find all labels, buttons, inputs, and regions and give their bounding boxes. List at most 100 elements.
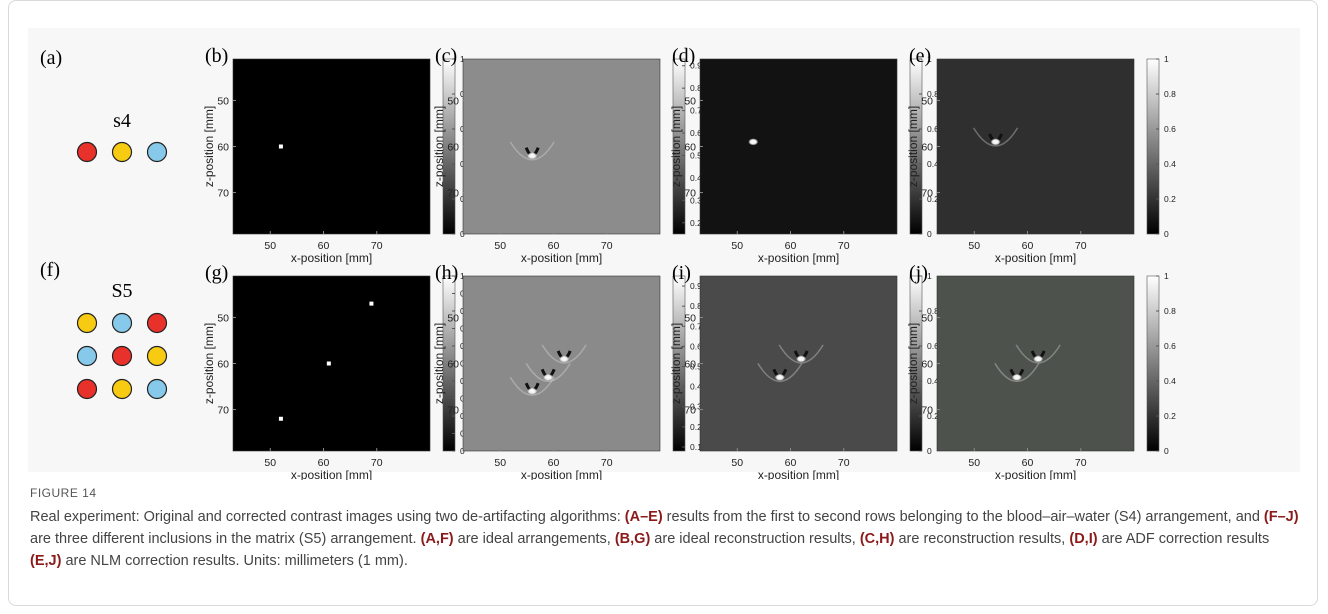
y-axis-label: z-position [mm] <box>906 323 920 404</box>
y-tick-label: 50 <box>684 95 696 107</box>
y-axis-label: z-position [mm] <box>669 106 683 187</box>
x-axis-label: x-position [mm] <box>758 251 839 265</box>
spot <box>559 355 569 362</box>
caption-text: (A,F) <box>421 531 454 547</box>
panel-label: (e) <box>909 45 931 67</box>
x-axis-label: x-position [mm] <box>291 251 372 265</box>
y-tick-label: 50 <box>921 95 933 107</box>
figure-image: (a)s4(f)S5(b)506070506070x-position [mm]… <box>0 0 1328 480</box>
x-tick-label: 70 <box>601 240 613 252</box>
x-tick-label: 50 <box>968 457 980 469</box>
spot <box>527 388 537 395</box>
y-tick-label: 60 <box>684 142 696 154</box>
spot <box>279 417 283 421</box>
panel-label: (j) <box>909 262 928 284</box>
caption-text: (E,J) <box>30 553 61 569</box>
arrangement-title: S5 <box>111 280 132 302</box>
panel-label: (h) <box>435 262 458 284</box>
spot <box>327 362 331 366</box>
panel-label: (c) <box>435 45 457 67</box>
x-tick-label: 70 <box>1075 240 1087 252</box>
y-tick-label: 50 <box>217 312 229 324</box>
y-axis-label: z-position [mm] <box>202 106 216 187</box>
spot <box>279 145 283 149</box>
colorbar-tick-label: 0.6 <box>1164 124 1176 134</box>
x-tick-label: 50 <box>264 457 276 469</box>
spot <box>1012 374 1022 381</box>
colorbar <box>1147 276 1159 451</box>
caption-text: (A–E) <box>625 509 663 525</box>
colorbar-tick-label: 0.4 <box>1164 159 1176 169</box>
caption-text: (C,H) <box>860 531 895 547</box>
spot <box>369 302 373 306</box>
inclusion-circle <box>113 143 132 162</box>
x-tick-label: 50 <box>968 240 980 252</box>
panel-label: (d) <box>672 45 695 67</box>
colorbar-tick-label: 0.8 <box>1164 306 1176 316</box>
x-tick-label: 70 <box>601 457 613 469</box>
x-axis-label: x-position [mm] <box>521 251 602 265</box>
panel-label: (a) <box>40 47 62 69</box>
x-axis-label: x-position [mm] <box>995 468 1076 480</box>
inclusion-circle <box>78 314 97 333</box>
y-tick-label: 50 <box>447 312 459 324</box>
panel-label: (i) <box>672 262 691 284</box>
colorbar-tick-label: 0.6 <box>1164 341 1176 351</box>
x-axis-label: x-position [mm] <box>995 251 1076 265</box>
y-tick-label: 70 <box>447 405 459 417</box>
inclusion-circle <box>148 347 167 366</box>
caption-text: are ideal arrangements, <box>454 531 615 547</box>
x-tick-label: 50 <box>494 457 506 469</box>
x-tick-label: 70 <box>1075 457 1087 469</box>
y-tick-label: 70 <box>921 188 933 200</box>
figure-caption: Real experiment: Original and corrected … <box>30 506 1300 572</box>
arrangement-title: s4 <box>113 110 131 132</box>
y-tick-label: 60 <box>447 142 459 154</box>
y-axis-label: z-position [mm] <box>432 106 446 187</box>
colorbar-tick-label: 0.2 <box>1164 411 1176 421</box>
image <box>937 59 1134 234</box>
y-tick-label: 70 <box>217 188 229 200</box>
x-tick-label: 70 <box>838 240 850 252</box>
colorbar-tick-label: 0 <box>1164 446 1169 456</box>
colorbar <box>1147 59 1159 234</box>
figure-label: FIGURE 14 <box>30 486 97 500</box>
y-tick-label: 60 <box>921 359 933 371</box>
x-tick-label: 70 <box>371 457 383 469</box>
y-tick-label: 50 <box>447 95 459 107</box>
y-tick-label: 70 <box>684 188 696 200</box>
image <box>463 276 660 451</box>
spot <box>1033 355 1043 362</box>
colorbar-tick-label: 1 <box>1164 54 1169 64</box>
y-tick-label: 50 <box>921 312 933 324</box>
spot <box>527 152 537 159</box>
colorbar-tick-label: 1 <box>1164 271 1169 281</box>
inclusion-circle <box>148 143 167 162</box>
x-axis-label: x-position [mm] <box>521 468 602 480</box>
y-tick-label: 70 <box>684 405 696 417</box>
y-tick-label: 60 <box>217 142 229 154</box>
spot <box>748 138 758 145</box>
x-tick-label: 70 <box>838 457 850 469</box>
x-axis-label: x-position [mm] <box>291 468 372 480</box>
x-axis-label: x-position [mm] <box>758 468 839 480</box>
panel-label: (g) <box>205 262 228 284</box>
inclusion-circle <box>78 380 97 399</box>
inclusion-circle <box>148 314 167 333</box>
spot <box>775 374 785 381</box>
caption-text: are ADF correction results <box>1098 531 1270 547</box>
y-tick-label: 60 <box>447 359 459 371</box>
colorbar-tick-label: 0 <box>927 229 932 239</box>
y-tick-label: 50 <box>217 95 229 107</box>
caption-text: are reconstruction results, <box>894 531 1069 547</box>
colorbar-tick-label: 0.2 <box>1164 194 1176 204</box>
caption-text: results from the first to second rows be… <box>663 509 1264 525</box>
y-axis-label: z-position [mm] <box>202 323 216 404</box>
x-tick-label: 50 <box>264 240 276 252</box>
image <box>233 59 430 234</box>
y-tick-label: 70 <box>217 405 229 417</box>
colorbar-tick-label: 0 <box>927 446 932 456</box>
colorbar-tick-label: 0 <box>1164 229 1169 239</box>
panel-label: (b) <box>205 45 228 67</box>
y-tick-label: 60 <box>217 359 229 371</box>
